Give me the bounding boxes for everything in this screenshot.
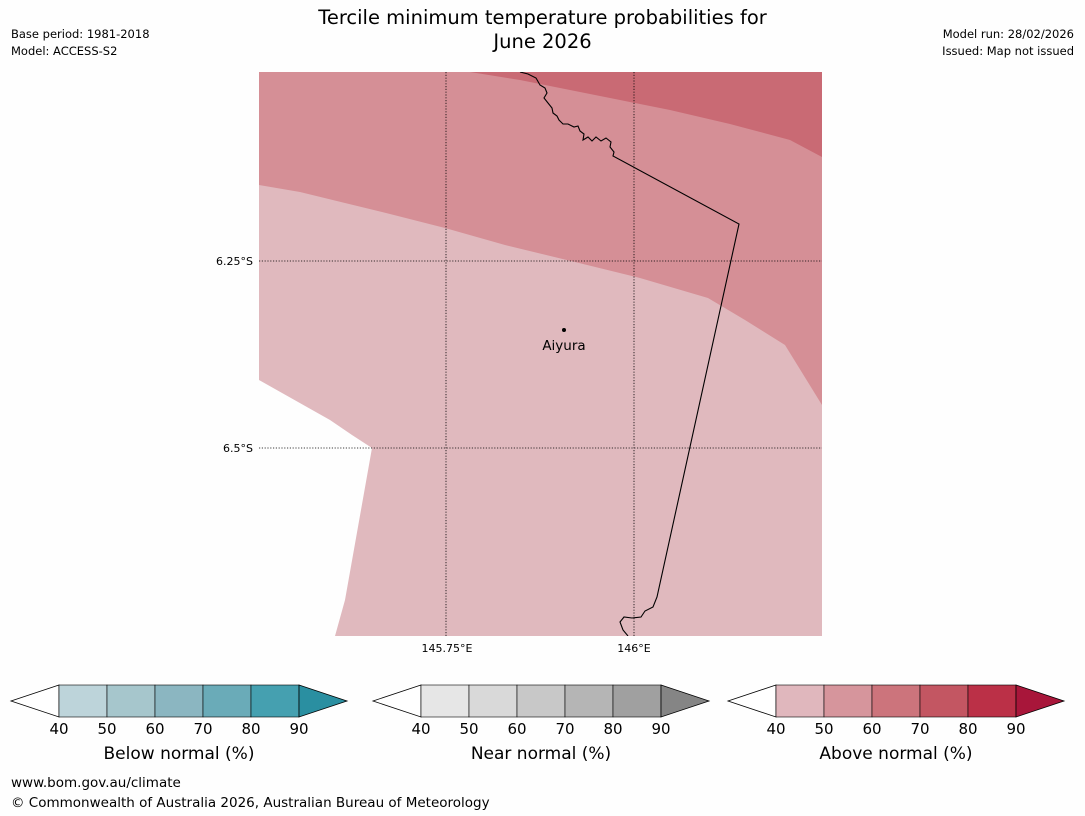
- lat-label-6-25: 6.25°S: [216, 255, 253, 268]
- colorbar-extend-low: [726, 684, 777, 718]
- footer-url[interactable]: www.bom.gov.au/climate: [11, 775, 181, 791]
- colorbar-tick-label: 90: [1006, 720, 1025, 738]
- colorbar-extend-high: [660, 684, 711, 718]
- colorbar-tick-label: 70: [193, 720, 212, 738]
- colorbar-tick-label: 90: [289, 720, 308, 738]
- lon-label-145-75: 145.75°E: [422, 642, 473, 655]
- probability-zone-mid: [259, 72, 822, 405]
- colorbar-segment: [967, 684, 1017, 718]
- colorbar-extend-high: [1015, 684, 1066, 718]
- model-text: Model: ACCESS-S2: [11, 44, 118, 58]
- meta-left: Base period: 1981-2018 Model: ACCESS-S2: [11, 26, 150, 60]
- footer-copyright: © Commonwealth of Australia 2026, Austra…: [11, 795, 490, 811]
- aiyura-marker[interactable]: [562, 328, 566, 332]
- lat-label-6-5: 6.5°S: [223, 442, 253, 455]
- colorbar-tick-label: 80: [241, 720, 260, 738]
- title-line-2: June 2026: [493, 30, 592, 53]
- colorbar-extend-high: [298, 684, 349, 718]
- colorbar-below-normal: 40 50 60 70 80 90: [9, 684, 349, 738]
- colorbar-extend-low: [9, 684, 60, 718]
- colorbar-segment: [58, 684, 108, 718]
- colorbar-segment: [468, 684, 518, 718]
- colorbar-label-below: Below normal (%): [103, 744, 255, 764]
- colorbar-segment: [775, 684, 825, 718]
- colorbar-tick-label: 60: [507, 720, 526, 738]
- colorbar-segment: [919, 684, 969, 718]
- colorbar-tick-label: 40: [49, 720, 68, 738]
- colorbar-segment: [564, 684, 614, 718]
- colorbar-segment: [202, 684, 252, 718]
- colorbar-above-normal: 40 50 60 70 80 90: [726, 684, 1066, 738]
- colorbar-tick-label: 50: [814, 720, 833, 738]
- colorbar-segment: [250, 684, 300, 718]
- issued-text: Issued: Map not issued: [942, 44, 1074, 58]
- colorbar-near-normal: 40 50 60 70 80 90: [371, 684, 711, 738]
- colorbar-segment: [612, 684, 662, 718]
- colorbar-tick-label: 60: [862, 720, 881, 738]
- colorbar-tick-label: 50: [459, 720, 478, 738]
- meta-right: Model run: 28/02/2026 Issued: Map not is…: [942, 26, 1074, 60]
- probability-zone-high: [470, 72, 822, 157]
- base-period-text: Base period: 1981-2018: [11, 27, 150, 41]
- colorbar-segment: [871, 684, 921, 718]
- colorbar-tick-label: 90: [651, 720, 670, 738]
- coastline-border: [519, 72, 740, 636]
- colorbar-tick-label: 80: [603, 720, 622, 738]
- colorbar-tick-label: 40: [766, 720, 785, 738]
- colorbar-segment: [106, 684, 156, 718]
- colorbar-tick-label: 70: [555, 720, 574, 738]
- colorbar-label-above: Above normal (%): [819, 744, 973, 764]
- colorbar-segment: [516, 684, 566, 718]
- title-line-1: Tercile minimum temperature probabilitie…: [318, 6, 767, 29]
- colorbar-segment: [823, 684, 873, 718]
- model-run-text: Model run: 28/02/2026: [942, 27, 1074, 41]
- colorbar-extend-low: [371, 684, 422, 718]
- colorbar-tick-label: 50: [97, 720, 116, 738]
- page-title: Tercile minimum temperature probabilitie…: [0, 6, 1085, 54]
- colorbar-label-near: Near normal (%): [470, 744, 612, 764]
- lon-label-146: 146°E: [617, 642, 650, 655]
- colorbar-tick-label: 70: [910, 720, 929, 738]
- map-panel[interactable]: [259, 72, 822, 636]
- colorbar-tick-label: 40: [411, 720, 430, 738]
- colorbar-tick-label: 60: [145, 720, 164, 738]
- colorbar-segment: [154, 684, 204, 718]
- place-label-aiyura: Aiyura: [542, 338, 585, 354]
- colorbar-tick-label: 80: [958, 720, 977, 738]
- colorbar-segment: [420, 684, 470, 718]
